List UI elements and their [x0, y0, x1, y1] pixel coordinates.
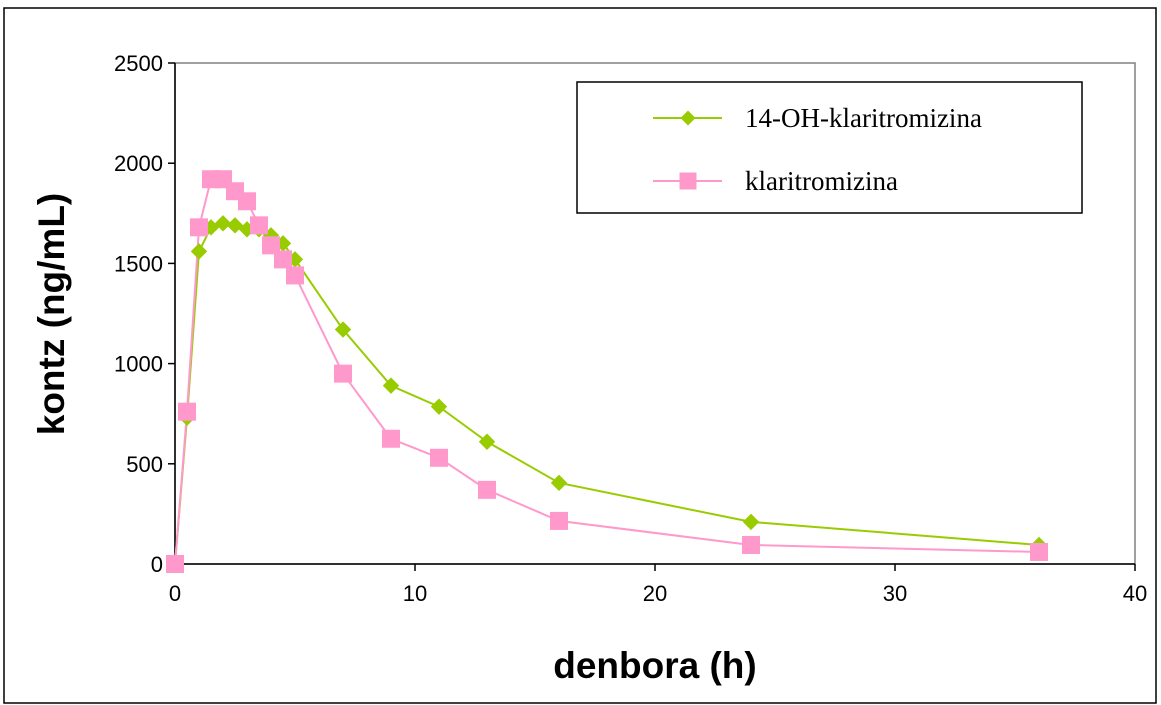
x-tick-label: 10	[403, 581, 427, 606]
data-point	[478, 433, 496, 450]
legend-box	[576, 81, 1083, 214]
data-point	[262, 236, 280, 255]
y-tick-label: 0	[151, 552, 163, 577]
data-point	[178, 402, 196, 421]
data-point	[226, 217, 244, 234]
data-point	[550, 511, 568, 530]
data-point	[166, 555, 184, 573]
y-tick-label: 1000	[114, 352, 163, 377]
data-point	[1030, 542, 1048, 561]
y-axis-title: kontz (ng/mL)	[31, 193, 72, 436]
y-tick-label: 500	[126, 452, 163, 477]
data-point	[286, 266, 304, 285]
data-point	[742, 535, 760, 554]
series-group	[166, 170, 1048, 573]
data-point	[382, 377, 400, 394]
data-point	[274, 250, 292, 269]
data-point	[550, 474, 568, 492]
data-point	[742, 513, 760, 531]
data-point	[190, 243, 208, 260]
legend-label-2: klaritromizina	[745, 166, 898, 196]
y-tick-label: 2500	[114, 51, 163, 76]
x-tick-label: 40	[1123, 581, 1147, 606]
x-tick-label: 0	[169, 581, 181, 606]
data-point	[238, 192, 256, 211]
data-point	[334, 364, 352, 383]
x-tick-label: 20	[643, 581, 667, 606]
data-point	[250, 216, 268, 235]
y-tick-label: 2000	[114, 151, 163, 176]
data-point	[214, 215, 232, 232]
data-point	[430, 398, 448, 415]
legend-marker-2	[679, 172, 697, 190]
y-tick-label: 1500	[114, 251, 163, 276]
x-tick-label: 30	[883, 581, 907, 606]
data-point	[382, 429, 400, 448]
data-point	[190, 218, 208, 237]
data-point	[334, 321, 352, 338]
x-axis-title: denbora (h)	[553, 645, 756, 686]
axes: 0 500 1000 1500 2000 2500 0 10 20 30 40	[114, 51, 1147, 606]
data-point	[430, 448, 448, 467]
legend-marker-1	[680, 110, 696, 126]
data-point	[478, 480, 496, 499]
legend-label-1: 14-OH-klaritromizina	[745, 103, 982, 133]
legend: 14-OH-klaritromizina klaritromizina	[576, 81, 1083, 214]
